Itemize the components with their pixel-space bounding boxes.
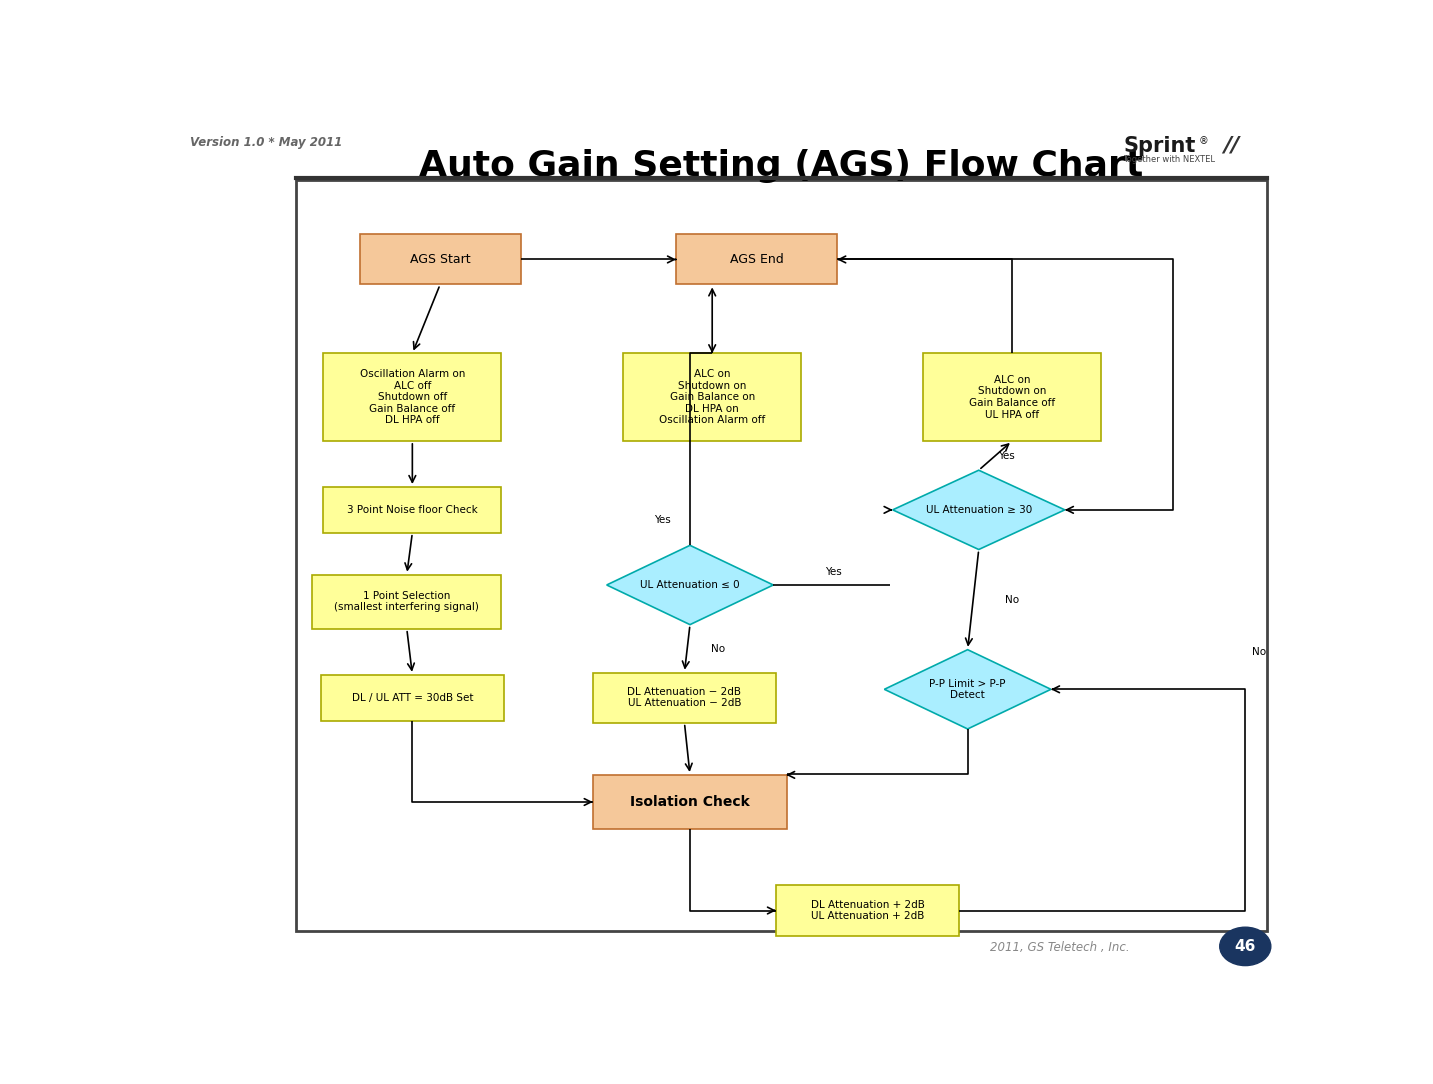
Text: UL Attenuation ≥ 30: UL Attenuation ≥ 30	[926, 505, 1032, 515]
Circle shape	[1219, 927, 1271, 966]
Text: P-P Limit > P-P
Detect: P-P Limit > P-P Detect	[930, 679, 1006, 700]
Text: ®: ®	[1198, 136, 1208, 146]
Text: DL Attenuation − 2dB
UL Attenuation − 2dB: DL Attenuation − 2dB UL Attenuation − 2d…	[628, 687, 741, 709]
FancyBboxPatch shape	[777, 886, 959, 935]
FancyBboxPatch shape	[324, 353, 502, 441]
FancyBboxPatch shape	[312, 575, 502, 629]
Text: Oscillation Alarm on
ALC off
Shutdown off
Gain Balance off
DL HPA off: Oscillation Alarm on ALC off Shutdown of…	[360, 369, 466, 425]
Text: Version 1.0 * May 2011: Version 1.0 * May 2011	[191, 136, 342, 149]
FancyBboxPatch shape	[321, 674, 504, 721]
Text: No: No	[711, 644, 725, 654]
Polygon shape	[884, 649, 1050, 728]
Text: UL Attenuation ≤ 0: UL Attenuation ≤ 0	[641, 580, 739, 590]
Text: DL / UL ATT = 30dB Set: DL / UL ATT = 30dB Set	[351, 693, 473, 702]
Polygon shape	[893, 470, 1065, 550]
FancyBboxPatch shape	[593, 672, 777, 723]
Text: DL Attenuation + 2dB
UL Attenuation + 2dB: DL Attenuation + 2dB UL Attenuation + 2d…	[811, 900, 924, 921]
Text: 2011, GS Teletech , Inc.: 2011, GS Teletech , Inc.	[990, 941, 1129, 954]
Text: AGS End: AGS End	[729, 253, 784, 266]
Text: No: No	[1251, 647, 1265, 657]
FancyBboxPatch shape	[623, 353, 801, 441]
Text: Auto Gain Setting (AGS) Flow Chart: Auto Gain Setting (AGS) Flow Chart	[418, 149, 1144, 183]
FancyBboxPatch shape	[593, 775, 787, 829]
Text: 3 Point Noise floor Check: 3 Point Noise floor Check	[347, 505, 477, 515]
Text: //: //	[1222, 136, 1240, 156]
Text: AGS Start: AGS Start	[410, 253, 470, 266]
FancyBboxPatch shape	[295, 180, 1267, 931]
Text: No: No	[1005, 595, 1019, 605]
Text: 46: 46	[1235, 939, 1255, 954]
FancyBboxPatch shape	[360, 234, 520, 284]
Text: 1 Point Selection
(smallest interfering signal): 1 Point Selection (smallest interfering …	[334, 591, 479, 612]
Text: Yes: Yes	[999, 451, 1015, 461]
Text: Together with NEXTEL: Together with NEXTEL	[1123, 155, 1215, 164]
Text: Sprint: Sprint	[1123, 136, 1195, 156]
Text: ALC on
Shutdown on
Gain Balance on
DL HPA on
Oscillation Alarm off: ALC on Shutdown on Gain Balance on DL HP…	[659, 369, 765, 425]
Text: ALC on
Shutdown on
Gain Balance off
UL HPA off: ALC on Shutdown on Gain Balance off UL H…	[969, 375, 1055, 420]
Polygon shape	[606, 545, 774, 624]
FancyBboxPatch shape	[676, 234, 837, 284]
FancyBboxPatch shape	[324, 487, 502, 533]
Text: Yes: Yes	[824, 567, 841, 578]
FancyBboxPatch shape	[923, 353, 1101, 441]
Text: Yes: Yes	[653, 515, 671, 526]
Text: Isolation Check: Isolation Check	[631, 795, 749, 809]
